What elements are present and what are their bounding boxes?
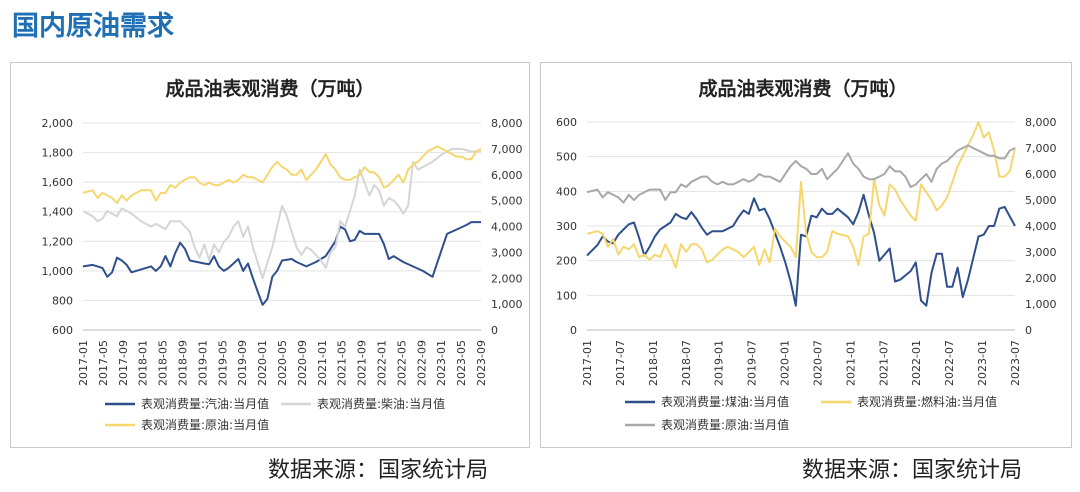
chart-panel-left: 成品油表观消费（万吨） 600 800 1,000 1,200 1,400 1,600 1,8… [10, 62, 530, 448]
c1-y-right-tick: 5,000 [491, 195, 523, 208]
c1-series-line-1 [82, 221, 481, 306]
c1-x-tick: 2020-05 [276, 340, 289, 386]
c2-y-right-tick: 7,000 [1025, 142, 1057, 155]
c1-x-tick: 2019-09 [236, 340, 249, 386]
c2-x-tick: 2022-07 [943, 340, 956, 386]
c1-y-left-tick: 1,800 [42, 147, 74, 160]
c2-y-right-tick: 4,000 [1025, 220, 1057, 233]
c2-x-tick: 2022-01 [910, 340, 923, 386]
c1-x-tick: 2021-09 [356, 340, 369, 386]
c2-x-tick: 2017-01 [581, 340, 594, 386]
c2-y-left-tick: 300 [556, 220, 577, 233]
c2-x-tick: 2018-07 [680, 340, 693, 386]
c2-x-tick: 2020-01 [779, 340, 792, 386]
c2-legend-label-2: 表观消费量:燃料油:当月值 [857, 394, 997, 409]
c1-y-left-tick: 1,400 [42, 206, 74, 219]
c1-legend-label-2: 表观消费量:柴油:当月值 [317, 396, 445, 411]
c2-y-left-tick: 500 [556, 151, 577, 164]
c1-legend-label-3: 表观消费量:原油:当月值 [141, 417, 269, 432]
c1-x-tick: 2019-01 [196, 340, 209, 386]
c1-x-tick: 2019-05 [216, 340, 229, 386]
c1-x-tick: 2022-01 [376, 340, 389, 386]
c1-y-left-tick: 800 [52, 294, 73, 307]
c1-x-tick: 2022-09 [415, 340, 428, 386]
c1-x-tick: 2020-09 [296, 340, 309, 386]
c2-y-left-tick: 200 [556, 255, 577, 268]
c1-x-tick: 2021-01 [316, 340, 329, 386]
c1-y-right-tick: 6,000 [491, 169, 523, 182]
c2-x-tick: 2017-07 [614, 340, 627, 386]
c1-x-tick: 2017-09 [117, 340, 130, 386]
c1-y-left-tick: 1,600 [42, 176, 74, 189]
c1-y-right-tick: 3,000 [491, 246, 523, 259]
c2-y-left-tick: 0 [570, 324, 577, 337]
c2-y-left-tick: 100 [556, 289, 577, 302]
c1-y-right-tick: 2,000 [491, 272, 523, 285]
c2-y-right-tick: 8,000 [1025, 116, 1057, 129]
source-note-right: 数据来源：国家统计局 [802, 458, 1023, 483]
c1-series-line-3 [82, 145, 482, 205]
c1-y-right-tick: 0 [491, 324, 498, 337]
c1-y-left-tick: 2,000 [42, 117, 74, 130]
c1-y-right-tick: 7,000 [491, 143, 523, 156]
c2-x-tick: 2023-01 [976, 340, 989, 386]
c2-y-right-tick: 1,000 [1025, 298, 1057, 311]
c1-x-tick: 2018-09 [177, 340, 190, 386]
page-title: 国内原油需求 [12, 11, 174, 42]
c1-legend-label-1: 表观消费量:汽油:当月值 [141, 396, 269, 411]
c2-chart-title: 成品油表观消费（万吨） [698, 77, 907, 100]
c1-chart-title: 成品油表观消费（万吨） [165, 77, 374, 100]
c2-y-left-tick: 600 [556, 116, 577, 129]
c1-x-tick: 2020-01 [256, 340, 269, 386]
chart-panel-right: 成品油表观消费（万吨） 0 100 200 300 400 500 600 0 1,000 2,00… [540, 62, 1072, 448]
c2-y-right-tick: 0 [1025, 324, 1032, 337]
c2-x-tick: 2018-01 [647, 340, 660, 386]
c1-x-tick: 2023-09 [475, 340, 488, 386]
c1-y-left-tick: 600 [52, 324, 73, 337]
c1-x-tick: 2017-05 [97, 340, 110, 386]
c1-y-right-tick: 1,000 [491, 298, 523, 311]
c1-x-tick: 2023-01 [435, 340, 448, 386]
c1-x-tick: 2021-05 [336, 340, 349, 386]
c2-y-right-tick: 3,000 [1025, 246, 1057, 259]
c2-series-line-1 [586, 193, 1016, 307]
c2-y-right-tick: 6,000 [1025, 168, 1057, 181]
c1-series-line-2 [82, 147, 481, 280]
c2-x-tick: 2019-01 [713, 340, 726, 386]
source-note-left: 数据来源：国家统计局 [268, 458, 489, 483]
c1-y-left-tick: 1,200 [42, 235, 74, 248]
c1-x-tick: 2018-05 [157, 340, 170, 386]
c2-series-line-3 [586, 144, 1016, 204]
c2-x-tick: 2020-07 [811, 340, 824, 386]
c2-y-right-tick: 5,000 [1025, 194, 1057, 207]
c2-x-tick: 2019-07 [746, 340, 759, 386]
c2-y-left-tick: 400 [556, 185, 577, 198]
c2-x-tick: 2023-07 [1009, 340, 1022, 386]
c1-x-tick: 2023-05 [455, 340, 468, 386]
left-chart: 成品油表观消费（万吨） 600 800 1,000 1,200 1,400 1,600 1,8… [42, 77, 523, 432]
c2-x-tick: 2021-07 [877, 340, 890, 386]
c1-y-right-tick: 8,000 [491, 117, 523, 130]
c1-x-tick: 2018-01 [137, 340, 150, 386]
c2-y-right-tick: 2,000 [1025, 272, 1057, 285]
c2-legend-label-1: 表观消费量:煤油:当月值 [661, 394, 789, 409]
c2-legend-label-3: 表观消费量:原油:当月值 [661, 417, 789, 432]
c1-y-right-tick: 4,000 [491, 221, 523, 234]
c1-x-tick: 2017-01 [77, 340, 90, 386]
c2-x-tick: 2021-01 [844, 340, 857, 386]
right-chart: 成品油表观消费（万吨） 0 100 200 300 400 500 600 0 1,000 2,00… [556, 77, 1057, 432]
c2-series-line-2 [586, 121, 1016, 269]
c1-x-tick: 2022-05 [395, 340, 408, 386]
c1-y-left-tick: 1,000 [42, 265, 74, 278]
